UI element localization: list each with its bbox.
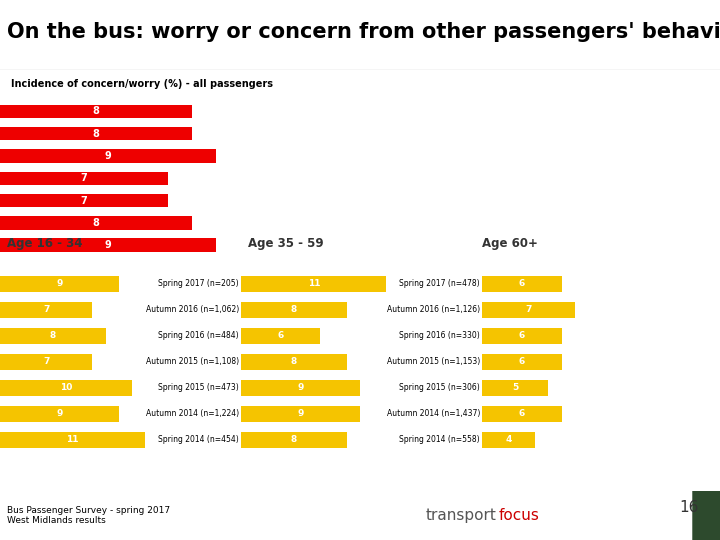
Text: 6: 6 — [519, 357, 525, 366]
Text: 6: 6 — [519, 279, 525, 288]
Text: 5: 5 — [512, 383, 518, 393]
Text: 16: 16 — [679, 500, 698, 515]
Text: 9: 9 — [104, 240, 112, 250]
Text: 4: 4 — [505, 435, 512, 444]
Bar — [0, 149, 216, 163]
Text: 9: 9 — [56, 279, 63, 288]
Bar — [0, 432, 145, 448]
Text: Autumn 2016 (n=1,126): Autumn 2016 (n=1,126) — [387, 305, 480, 314]
Bar — [0, 239, 216, 252]
Text: 9: 9 — [56, 409, 63, 418]
Text: 8: 8 — [291, 357, 297, 366]
Text: Spring 2016 (n=484): Spring 2016 (n=484) — [158, 331, 239, 340]
Text: Incidence of concern/worry (%) - all passengers: Incidence of concern/worry (%) - all pas… — [11, 79, 273, 89]
Bar — [0, 239, 216, 252]
Bar — [241, 328, 320, 343]
Text: 8: 8 — [93, 106, 99, 116]
Text: Spring 2017 (n=478): Spring 2017 (n=478) — [400, 279, 480, 288]
Text: 8: 8 — [291, 435, 297, 444]
Text: Autumn 2014 (n=1,437): Autumn 2014 (n=1,437) — [387, 409, 480, 418]
Bar — [241, 276, 387, 292]
Bar — [0, 194, 168, 207]
Text: 6: 6 — [278, 331, 284, 340]
Text: 8: 8 — [93, 218, 99, 228]
Text: 6: 6 — [519, 331, 525, 340]
Bar — [0, 380, 132, 396]
Bar — [241, 302, 347, 318]
Bar — [0, 328, 106, 343]
FancyBboxPatch shape — [693, 484, 720, 540]
Text: 10: 10 — [60, 383, 72, 393]
Text: Bus Passenger Survey - spring 2017
West Midlands results: Bus Passenger Survey - spring 2017 West … — [7, 506, 171, 525]
Text: Spring 2014 (n=454): Spring 2014 (n=454) — [158, 435, 239, 444]
Text: 8: 8 — [50, 331, 56, 340]
Text: transport: transport — [426, 508, 497, 523]
Text: 7: 7 — [526, 305, 532, 314]
Text: Autumn 2015 (n=1,108): Autumn 2015 (n=1,108) — [145, 357, 239, 366]
Text: Autumn 2014 (n=1,224): Autumn 2014 (n=1,224) — [145, 409, 239, 418]
Bar — [0, 216, 192, 229]
Bar — [0, 127, 192, 140]
Text: Spring 2014 (n=558): Spring 2014 (n=558) — [400, 435, 480, 444]
Text: 9: 9 — [297, 409, 304, 418]
Bar — [482, 406, 562, 422]
Text: 7: 7 — [81, 195, 87, 206]
Bar — [241, 406, 360, 422]
Text: focus: focus — [498, 508, 539, 523]
Text: 8: 8 — [93, 129, 99, 139]
Bar — [0, 127, 192, 140]
Bar — [0, 172, 168, 185]
Text: 11: 11 — [307, 279, 320, 288]
Bar — [241, 380, 360, 396]
Bar — [0, 406, 119, 422]
Text: 9: 9 — [297, 383, 304, 393]
Bar — [482, 328, 562, 343]
Text: 9: 9 — [104, 151, 112, 161]
Bar — [0, 354, 92, 369]
Text: Autumn 2016 (n=1,062): Autumn 2016 (n=1,062) — [145, 305, 239, 314]
Text: Spring 2016 (n=330): Spring 2016 (n=330) — [400, 331, 480, 340]
Text: 7: 7 — [81, 173, 87, 183]
Bar — [241, 354, 347, 369]
Text: Age 16 - 34: Age 16 - 34 — [7, 237, 83, 249]
Text: 7: 7 — [43, 305, 50, 314]
Text: 6: 6 — [519, 409, 525, 418]
Bar — [0, 105, 192, 118]
Text: 7: 7 — [43, 357, 50, 366]
Bar — [482, 302, 575, 318]
Bar — [0, 276, 119, 292]
Text: Spring 2015 (n=306): Spring 2015 (n=306) — [400, 383, 480, 393]
Bar — [482, 276, 562, 292]
Bar — [482, 432, 535, 448]
Bar — [482, 354, 562, 369]
Bar — [0, 302, 92, 318]
Text: 8: 8 — [291, 305, 297, 314]
Bar — [0, 194, 168, 207]
Text: Age 35 - 59: Age 35 - 59 — [248, 237, 324, 249]
Text: Autumn 2015 (n=1,153): Autumn 2015 (n=1,153) — [387, 357, 480, 366]
Bar — [0, 216, 192, 229]
Text: Spring 2015 (n=473): Spring 2015 (n=473) — [158, 383, 239, 393]
Text: Age 60+: Age 60+ — [482, 237, 539, 249]
Bar — [0, 172, 168, 185]
Text: 11: 11 — [66, 435, 79, 444]
Bar — [241, 432, 347, 448]
Text: On the bus: worry or concern from other passengers' behaviour: On the bus: worry or concern from other … — [7, 22, 720, 42]
Bar — [0, 105, 192, 118]
Bar — [0, 149, 216, 163]
Bar — [482, 380, 549, 396]
Text: Spring 2017 (n=205): Spring 2017 (n=205) — [158, 279, 239, 288]
